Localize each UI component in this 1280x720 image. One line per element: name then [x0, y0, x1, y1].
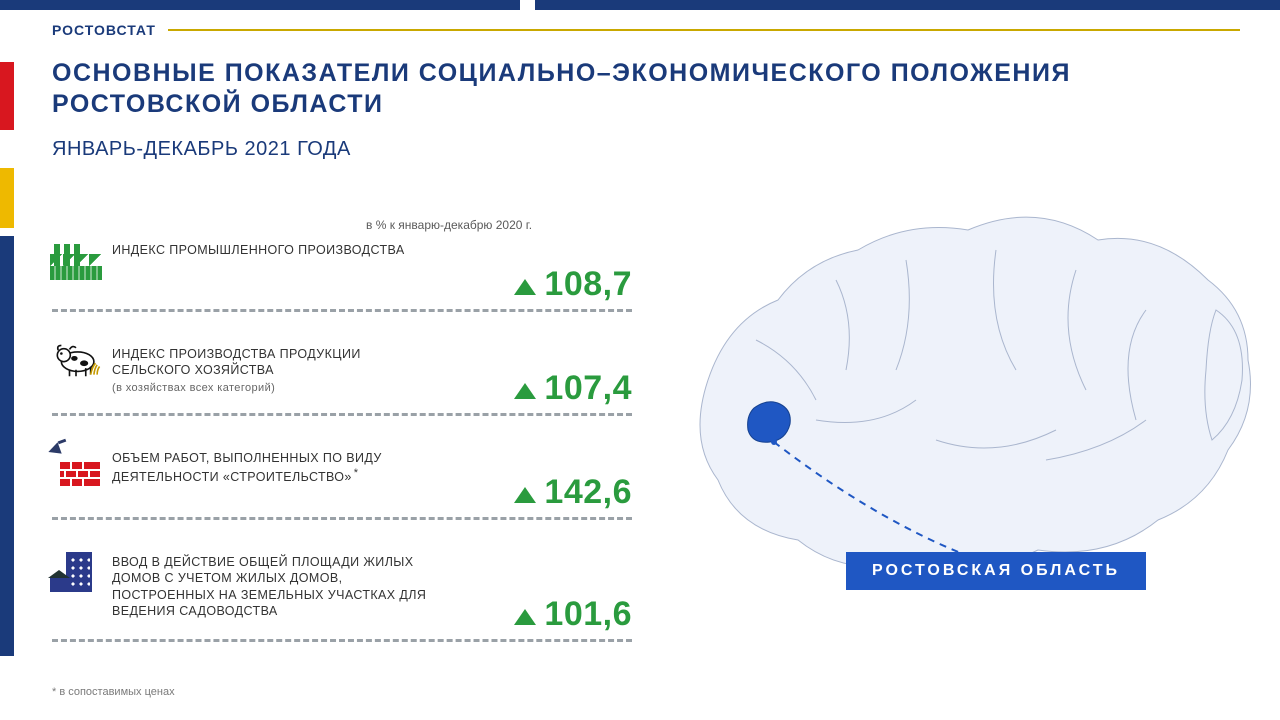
footnote: * в сопоставимых ценах	[52, 686, 175, 698]
asterisk: *	[354, 467, 359, 479]
indicator-value-wrap: 101,6	[514, 595, 632, 634]
indicator-label: ВВОД В ДЕЙСТВИЕ ОБЩЕЙ ПЛОЩАДИ ЖИЛЫХ ДОМО…	[112, 554, 432, 619]
building-icon	[50, 546, 106, 592]
page-title: ОСНОВНЫЕ ПОКАЗАТЕЛИ СОЦИАЛЬНО–ЭКОНОМИЧЕС…	[52, 58, 1240, 121]
stripe-red	[0, 62, 14, 130]
indicator-label: ИНДЕКС ПРОИЗВОДСТВА ПРОДУКЦИИ СЕЛЬСКОГО …	[112, 346, 412, 395]
arrow-up-icon	[514, 609, 536, 625]
arrow-up-icon	[514, 279, 536, 295]
indicator-value-wrap: 107,4	[514, 369, 632, 408]
row-divider	[52, 413, 632, 416]
row-divider	[52, 517, 632, 520]
indicator-value-wrap: 108,7	[514, 265, 632, 304]
brand-text: РОСТОВСТАТ	[52, 22, 156, 38]
region-badge: РОСТОВСКАЯ ОБЛАСТЬ	[846, 552, 1146, 590]
indicator-label: ИНДЕКС ПРОМЫШЛЕННОГО ПРОИЗВОДСТВА	[112, 242, 412, 258]
brick-wall-icon	[50, 442, 106, 488]
row-divider	[52, 639, 632, 642]
period-subtitle: ЯНВАРЬ-ДЕКАБРЬ 2021 ГОДА	[52, 138, 351, 161]
factory-icon	[50, 234, 106, 280]
indicator-list: ИНДЕКС ПРОМЫШЛЕННОГО ПРОИЗВОДСТВА 108,7	[52, 234, 632, 668]
indicator-label-text: ИНДЕКС ПРОИЗВОДСТВА ПРОДУКЦИИ СЕЛЬСКОГО …	[112, 347, 361, 377]
cow-icon	[50, 338, 106, 384]
indicator-value: 107,4	[544, 369, 632, 408]
arrow-up-icon	[514, 487, 536, 503]
arrow-up-icon	[514, 383, 536, 399]
indicator-row: ИНДЕКС ПРОИЗВОДСТВА ПРОДУКЦИИ СЕЛЬСКОГО …	[52, 338, 632, 416]
indicator-value: 142,6	[544, 473, 632, 512]
indicator-value: 101,6	[544, 595, 632, 634]
indicator-label-text: ОБЪЕМ РАБОТ, ВЫПОЛНЕННЫХ ПО ВИДУ ДЕЯТЕЛЬ…	[112, 451, 382, 484]
top-bar	[0, 0, 1280, 10]
top-bar-gap	[520, 0, 535, 10]
brand-bar: РОСТОВСТАТ	[52, 22, 1240, 38]
indicator-row: ОБЪЕМ РАБОТ, ВЫПОЛНЕННЫХ ПО ВИДУ ДЕЯТЕЛЬ…	[52, 442, 632, 520]
comparison-note: в % к январю-декабрю 2020 г.	[366, 218, 532, 232]
indicator-row: ВВОД В ДЕЙСТВИЕ ОБЩЕЙ ПЛОЩАДИ ЖИЛЫХ ДОМО…	[52, 546, 632, 642]
russia-map: РОСТОВСКАЯ ОБЛАСТЬ	[696, 160, 1256, 620]
indicator-label: ОБЪЕМ РАБОТ, ВЫПОЛНЕННЫХ ПО ВИДУ ДЕЯТЕЛЬ…	[112, 450, 412, 486]
indicator-value: 108,7	[544, 265, 632, 304]
indicator-value-wrap: 142,6	[514, 473, 632, 512]
brand-underline	[168, 29, 1240, 31]
indicator-row: ИНДЕКС ПРОМЫШЛЕННОГО ПРОИЗВОДСТВА 108,7	[52, 234, 632, 312]
indicator-sublabel: (в хозяйствах всех категорий)	[112, 382, 275, 394]
row-divider	[52, 309, 632, 312]
stripe-blue	[0, 236, 14, 656]
stripe-yellow	[0, 168, 14, 228]
